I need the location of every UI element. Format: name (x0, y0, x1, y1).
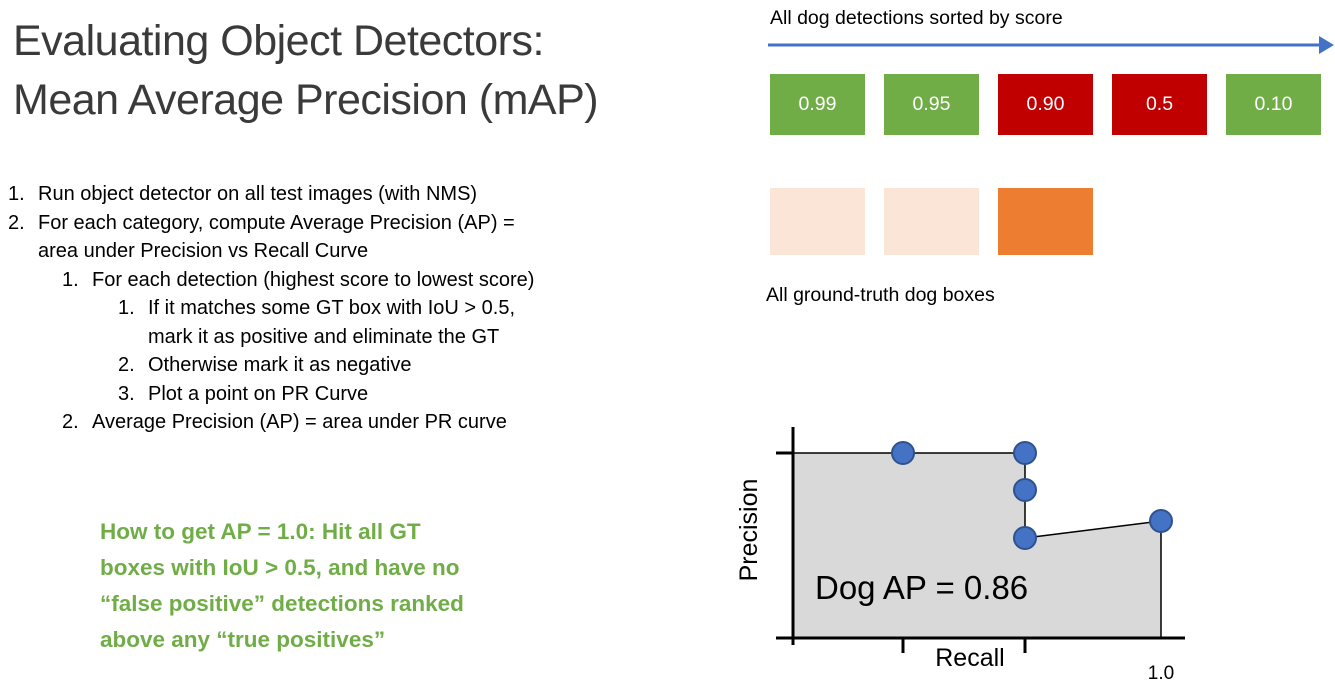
pr-point (1013, 478, 1037, 502)
list-item-number: 2. (8, 211, 25, 234)
pr-points (891, 441, 1173, 550)
text-line: boxes with IoU > 0.5, and have no (100, 555, 460, 580)
list-item-number: 2. (118, 354, 135, 376)
list-item: 2. For each category, compute Average Pr… (8, 209, 534, 266)
list-item-text: Otherwise mark it as negative (148, 351, 411, 380)
text-line: Run object detector on all test images (… (38, 183, 478, 205)
text-line: For each detection (highest score to low… (92, 268, 535, 291)
page-title: Evaluating Object Detectors: Mean Averag… (13, 12, 599, 130)
list-item: 2. Otherwise mark it as negative (118, 351, 534, 380)
list-item-text: For each detection (highest score to low… (92, 266, 534, 295)
ground-truth-row (770, 188, 1093, 255)
list-item: 2. Average Precision (AP) = area under P… (62, 408, 534, 437)
text-line: How to get AP = 1.0: Hit all GT (100, 519, 421, 544)
list-item-text: If it matches some GT box with IoU > 0.5… (148, 294, 515, 351)
ground-truth-box (884, 188, 979, 255)
pr-x-ticks (901, 638, 1027, 653)
list-item: 1. For each detection (highest score to … (62, 266, 534, 295)
pr-xlabel: Recall (935, 644, 1004, 672)
text-line: Otherwise mark it as negative (148, 354, 412, 376)
list-item-number: 3. (118, 382, 135, 405)
text-line: area under Precision vs Recall Curve (38, 240, 369, 262)
list-item: 3. Plot a point on PR Curve (118, 380, 534, 409)
list-item-text: Plot a point on PR Curve (148, 380, 368, 409)
detection-score-box: 0.95 (884, 74, 979, 135)
score-sort-arrow (768, 36, 1334, 54)
list-item-number: 1. (118, 297, 135, 319)
list-item: 1. Run object detector on all test image… (8, 180, 534, 209)
pr-area (792, 452, 1162, 639)
text-line: mark it as positive and eliminate the GT (148, 325, 500, 348)
list-item-number: 1. (62, 268, 79, 291)
page-title-line2: Mean Average Precision (mAP) (13, 76, 599, 124)
page-title-line1: Evaluating Object Detectors: (13, 17, 544, 65)
detection-score-box: 0.5 (1112, 74, 1207, 135)
pr-point (1149, 509, 1173, 533)
detection-scores-row: 0.99 0.95 0.90 0.5 0.10 (770, 74, 1321, 135)
list-item: 1. If it matches some GT box with IoU > … (118, 294, 534, 351)
steps-list: 1. Run object detector on all test image… (8, 180, 534, 437)
ap-note: How to get AP = 1.0: Hit all GT boxes wi… (100, 514, 464, 658)
list-item-text: Average Precision (AP) = area under PR c… (92, 408, 507, 437)
list-item-number: 1. (8, 183, 25, 205)
pr-x-max-label: 1.0 (1148, 663, 1174, 684)
pr-curve-chart: Dog AP = 0.86 Recall Precision 1.0 (738, 427, 1185, 684)
text-line: above any “true positives” (100, 627, 386, 652)
arrow-head-icon (1319, 36, 1334, 54)
text-line: For each category, compute Average Preci… (38, 211, 515, 234)
pr-point (891, 441, 915, 465)
detections-header: All dog detections sorted by score (770, 7, 1063, 29)
detection-score-box: 0.99 (770, 74, 865, 135)
ground-truth-box (998, 188, 1093, 255)
ground-truth-label: All ground-truth dog boxes (766, 284, 995, 306)
detection-score-box: 0.10 (1226, 74, 1321, 135)
pr-ap-label: Dog AP = 0.86 (815, 569, 1028, 606)
pr-point (1013, 526, 1037, 550)
pr-point (1013, 441, 1037, 465)
text-line: If it matches some GT box with IoU > 0.5… (148, 297, 516, 319)
ground-truth-box (770, 188, 865, 255)
detection-score-box: 0.90 (998, 74, 1093, 135)
list-item-text: Run object detector on all test images (… (38, 180, 477, 209)
text-line: Average Precision (AP) = area under PR c… (92, 411, 507, 433)
list-item-number: 2. (62, 411, 79, 433)
pr-ylabel: Precision (738, 479, 763, 582)
list-item-text: For each category, compute Average Preci… (38, 209, 515, 266)
text-line: “false positive” detections ranked (100, 591, 464, 616)
text-line: Plot a point on PR Curve (148, 382, 369, 405)
